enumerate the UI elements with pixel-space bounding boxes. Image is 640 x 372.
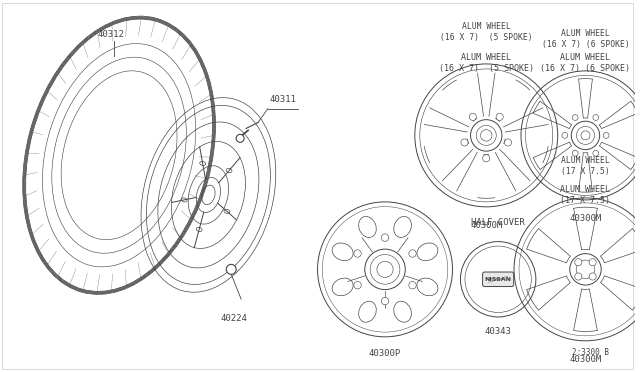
Circle shape — [604, 132, 609, 138]
Circle shape — [409, 250, 416, 257]
Circle shape — [504, 139, 511, 146]
Circle shape — [236, 134, 244, 142]
Circle shape — [575, 259, 582, 266]
Circle shape — [469, 113, 476, 121]
Circle shape — [354, 250, 361, 257]
FancyBboxPatch shape — [483, 272, 514, 286]
Circle shape — [575, 273, 582, 280]
Text: NISSAN: NISSAN — [484, 277, 511, 282]
Circle shape — [570, 254, 601, 285]
Circle shape — [593, 150, 598, 156]
Circle shape — [381, 297, 388, 305]
Text: 40343: 40343 — [484, 327, 511, 336]
Text: 40224: 40224 — [221, 314, 248, 323]
Circle shape — [496, 113, 503, 121]
Circle shape — [381, 234, 388, 241]
Text: 40300P: 40300P — [369, 349, 401, 358]
Text: ALUM WHEEL
(16 X 7) (6 SPOKE): ALUM WHEEL (16 X 7) (6 SPOKE) — [541, 53, 630, 73]
Text: 40312: 40312 — [98, 30, 125, 39]
Circle shape — [227, 264, 236, 274]
Circle shape — [483, 155, 490, 162]
Circle shape — [354, 282, 361, 289]
Circle shape — [593, 115, 598, 121]
Circle shape — [572, 121, 600, 150]
Circle shape — [589, 273, 596, 280]
Text: 40311: 40311 — [270, 94, 297, 104]
Circle shape — [409, 282, 416, 289]
Circle shape — [562, 132, 568, 138]
Circle shape — [461, 139, 468, 146]
Text: ALUM WHEEL
(16 X 7) (6 SPOKE): ALUM WHEEL (16 X 7) (6 SPOKE) — [541, 29, 629, 49]
Text: ALUM WHEEL
(16 X 7)  (5 SPOKE): ALUM WHEEL (16 X 7) (5 SPOKE) — [440, 22, 532, 42]
Circle shape — [589, 259, 596, 266]
Text: ALUM WHEEL
(17 X 7.5): ALUM WHEEL (17 X 7.5) — [561, 185, 611, 205]
Circle shape — [572, 115, 578, 121]
Circle shape — [470, 120, 502, 151]
Text: 40300M: 40300M — [470, 221, 502, 230]
Text: 40300M: 40300M — [570, 214, 602, 223]
Text: ALUM WHEEL
(17 X 7.5): ALUM WHEEL (17 X 7.5) — [561, 156, 610, 176]
Text: ALUM WHEEL
(16 X 7)  (5 SPOKE): ALUM WHEEL (16 X 7) (5 SPOKE) — [439, 53, 534, 73]
Circle shape — [365, 249, 405, 289]
Text: 2:3300 B: 2:3300 B — [572, 348, 609, 357]
Text: 40300M: 40300M — [570, 355, 602, 364]
Text: HALF COVER: HALF COVER — [471, 218, 525, 227]
Circle shape — [572, 150, 578, 156]
